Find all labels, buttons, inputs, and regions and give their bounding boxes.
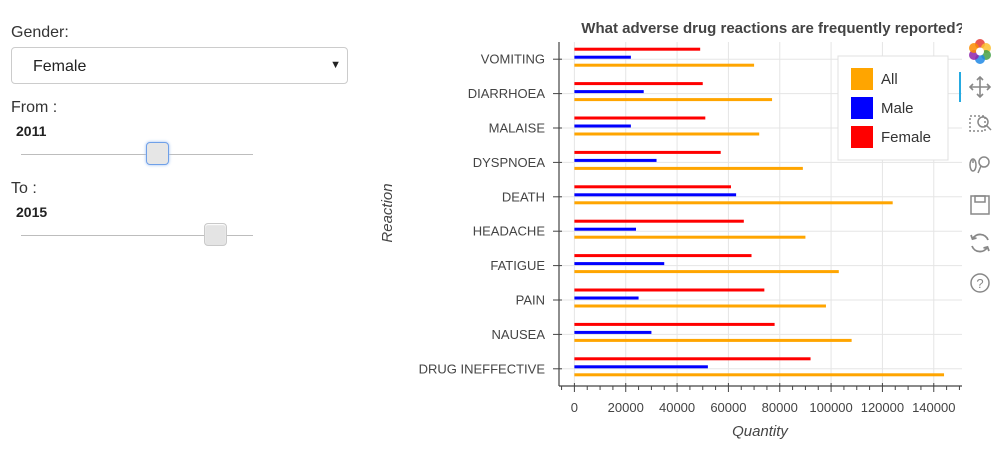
y-tick-label: DEATH [502,189,545,204]
gender-select[interactable]: Female ▼ [11,47,348,84]
pan-icon[interactable] [967,74,993,100]
gender-select-value: Female [33,58,87,75]
box-zoom-icon[interactable] [967,112,993,138]
bar-female [574,219,744,223]
bar-female [574,288,765,292]
reaction-bar-chart: What adverse drug reactions are frequent… [379,20,962,440]
bar-male [574,55,631,59]
bar-male [574,365,708,369]
bar-all [574,270,839,274]
y-tick-label: VOMITING [481,52,545,67]
wheel-zoom-icon[interactable] [967,152,993,178]
x-tick-label: 140000 [912,400,955,415]
bar-all [574,132,760,136]
from-label: From : [11,99,58,116]
from-slider-track[interactable] [21,154,253,155]
bar-female [574,150,721,154]
from-slider-handle[interactable] [146,142,170,165]
to-slider-handle[interactable] [204,223,228,246]
bokeh-logo-icon[interactable] [967,38,993,64]
bar-all [574,304,826,308]
legend-swatch-female [851,126,873,148]
bar-all [574,63,755,67]
svg-text:?: ? [976,276,983,291]
chart-title: What adverse drug reactions are frequent… [581,20,962,37]
x-tick-label: 100000 [809,400,852,415]
bar-all [574,201,893,205]
save-icon[interactable] [967,192,993,218]
bar-female [574,357,811,361]
bar-female [574,47,701,51]
legend-label-all: All [881,71,898,88]
bar-all [574,166,803,170]
from-value: 2011 [16,123,47,139]
bar-all [574,98,773,102]
axes: VOMITING DIARRHOEA MALAISE DYSPNOEA DEATH HEA… [419,42,962,415]
y-tick-label: FATIGUE [490,258,545,273]
bar-male [574,90,644,94]
legend-label-male: Male [881,100,914,117]
legend: All Male Female [837,55,949,161]
legend-label-female: Female [881,129,931,146]
y-tick-label: NAUSEA [492,327,546,342]
y-tick-label: DRUG INEFFECTIVE [419,361,546,376]
x-tick-label: 80000 [762,400,798,415]
y-axis-label: Reaction [379,183,396,242]
bar-female [574,116,706,120]
legend-swatch-all [851,68,873,90]
legend-swatch-male [851,97,873,119]
x-tick-label: 40000 [659,400,695,415]
bar-all [574,373,945,377]
bar-female [574,322,775,326]
x-tick-label: 60000 [710,400,746,415]
bar-male [574,193,737,197]
control-panel: Gender: Female ▼ From : 2011 To : 2015 [0,0,360,455]
active-tool-indicator [959,72,961,102]
y-tick-label: HEADACHE [473,224,546,239]
bar-male [574,262,665,266]
bar-male [574,158,657,162]
bar-male [574,330,652,334]
help-icon[interactable]: ? [967,270,993,296]
y-tick-label: DYSPNOEA [473,155,546,170]
bar-male [574,296,639,300]
chevron-down-icon: ▼ [330,59,341,71]
bars [574,47,945,377]
x-tick-label: 120000 [861,400,904,415]
x-tick-label: 0 [571,400,578,415]
bar-female [574,82,703,86]
x-axis-label: Quantity [732,423,789,440]
bar-all [574,235,806,239]
bar-male [574,124,631,128]
y-tick-label: PAIN [516,293,545,308]
bar-female [574,254,752,258]
bar-male [574,227,637,231]
reset-icon[interactable] [967,230,993,256]
gender-label: Gender: [11,24,69,41]
y-tick-label: MALAISE [489,121,546,136]
bar-female [574,185,731,189]
to-value: 2015 [16,204,48,220]
to-slider-track[interactable] [21,235,253,236]
x-tick-label: 20000 [608,400,644,415]
to-label: To : [11,180,37,197]
bar-all [574,338,852,342]
y-tick-label: DIARRHOEA [468,86,546,101]
